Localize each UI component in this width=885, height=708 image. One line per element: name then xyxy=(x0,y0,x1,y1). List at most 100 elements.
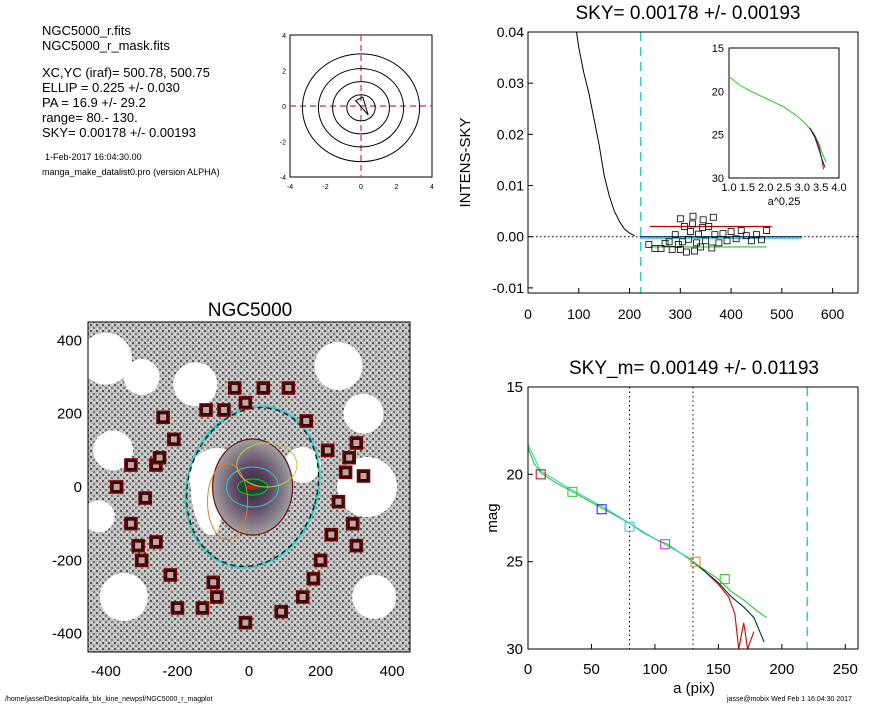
mask-patch xyxy=(352,575,397,619)
contour-xtick: 0 xyxy=(359,184,363,191)
sky-sample-point xyxy=(695,230,702,238)
program-name: manga_make_datalist0.pro (version ALPHA) xyxy=(42,167,220,177)
profile-plot-area xyxy=(528,32,858,293)
mask-patch xyxy=(99,573,148,621)
mag-marker xyxy=(719,574,730,585)
mag-ytick: 25 xyxy=(506,554,523,571)
mask-patch xyxy=(314,342,363,390)
sky-sample-point xyxy=(689,212,697,220)
profile-ylabel: INTENS-SKY xyxy=(457,117,474,207)
mag-cyan-curve xyxy=(528,444,694,561)
mag-xtick: 50 xyxy=(583,661,600,678)
sky-box-inner xyxy=(170,436,177,443)
sky-sample-point xyxy=(691,247,698,255)
sky-box-inner xyxy=(260,385,267,391)
run-date: 1-Feb-2017 16:04:30.00 xyxy=(45,152,142,162)
sky-box-inner xyxy=(152,539,159,545)
mag-marker xyxy=(624,521,635,532)
contour-xtick: -2 xyxy=(322,184,328,191)
contour-ytick: 2 xyxy=(282,69,286,76)
mag-ytick: 30 xyxy=(506,641,523,658)
mask-patch xyxy=(123,359,160,395)
image-ytick: 0 xyxy=(74,479,82,496)
profile-xtick: 200 xyxy=(618,306,642,322)
profile-xtick: 500 xyxy=(770,306,794,322)
image-xtick: -400 xyxy=(91,663,121,680)
mag-green-curve xyxy=(528,447,767,619)
sky-box-inner xyxy=(156,454,163,461)
contour-ytick: 4 xyxy=(282,33,286,40)
image-ytick: -400 xyxy=(52,626,82,643)
mag-ytick: 15 xyxy=(506,379,523,396)
profile-ytick: 0.04 xyxy=(497,24,524,40)
mag-xlabel: a (pix) xyxy=(673,680,715,697)
sky-sample-point xyxy=(678,238,686,246)
sky-sample-point xyxy=(711,231,719,239)
param-range: range= 80.- 130. xyxy=(42,110,138,125)
param-sky: SKY= 0.00178 +/- 0.00193 xyxy=(42,125,196,140)
sky-box-inner xyxy=(324,447,331,454)
mag-frame xyxy=(527,386,859,650)
sky-box-inner xyxy=(278,608,285,615)
inset-navy-curve xyxy=(809,127,826,168)
isophote-cyan xyxy=(226,466,280,508)
inset-xtick: 1.5 xyxy=(740,182,755,194)
sky-sample-point xyxy=(719,230,727,238)
image-xtick: 0 xyxy=(245,663,253,680)
sky-box-inner xyxy=(317,557,324,564)
mask-patch xyxy=(284,447,321,483)
inset-xlabel: a^0.25 xyxy=(768,196,801,208)
inset-red-curve xyxy=(809,127,825,170)
sky-sample-point xyxy=(732,235,740,243)
sky-box-inner xyxy=(199,605,206,611)
profile-xtick: 300 xyxy=(669,306,693,322)
contour-ytick: 0 xyxy=(282,104,286,111)
sky-box-inner xyxy=(310,575,317,582)
mag-xtick: 150 xyxy=(706,661,731,678)
sky-sample-point xyxy=(645,240,653,248)
contour-level xyxy=(317,68,405,148)
mag-marker xyxy=(660,539,671,550)
profile-panel: SKY= 0.00178 +/- 0.00193 INTENS-SKY 0 100 20… xyxy=(457,3,859,322)
mask-patch xyxy=(173,362,218,407)
inset-xtick: 4.0 xyxy=(831,182,846,194)
mask-patch xyxy=(343,393,384,434)
contour-xtick: 2 xyxy=(395,184,399,191)
sky-sample-point xyxy=(676,215,684,223)
sky-box-inner xyxy=(299,594,306,600)
profile-xtick: 0 xyxy=(524,306,532,322)
mag-xtick: 250 xyxy=(833,661,858,678)
sky-sample-point xyxy=(715,239,723,247)
sky-box-inner xyxy=(127,520,134,527)
sky-sample-point xyxy=(689,220,696,228)
sky-sample-point xyxy=(657,245,665,252)
profile-ytick: 0.02 xyxy=(497,126,524,142)
sky-sample-point xyxy=(671,231,679,239)
sky-sample-point xyxy=(727,228,735,235)
sky-sample-point xyxy=(680,223,688,230)
mag-ytick: 20 xyxy=(506,466,523,483)
sky-box-inner xyxy=(160,414,167,421)
image-ytick: 400 xyxy=(57,332,82,349)
sky-sample-point xyxy=(693,239,700,247)
sky-box-inner xyxy=(135,542,142,549)
mag-marker xyxy=(567,486,578,497)
image-title: NGC5000 xyxy=(208,300,293,321)
image-frame xyxy=(87,321,411,653)
sky-sample-point xyxy=(747,237,755,245)
fit-parameters: XC,YC (iraf)= 500.78, 500.75 ELLIP = 0.2… xyxy=(42,65,210,140)
contour-level xyxy=(332,81,390,135)
sky-box-inner xyxy=(231,385,238,391)
sky-sample-point xyxy=(683,248,690,256)
sky-sample-point xyxy=(758,236,765,244)
contour-xtick: -4 xyxy=(287,184,293,191)
sky-sample-point xyxy=(668,246,676,253)
contour-ytick: -4 xyxy=(280,175,286,182)
inset-xtick: 1.0 xyxy=(721,182,736,194)
mask-file-name: NGC5000_r_mask.fits xyxy=(42,38,170,53)
profile-xtick: 100 xyxy=(567,306,591,322)
mag-xtick: 100 xyxy=(642,661,667,678)
fit-ellipse-cyan xyxy=(184,405,321,569)
sky-box-inner xyxy=(342,469,349,476)
